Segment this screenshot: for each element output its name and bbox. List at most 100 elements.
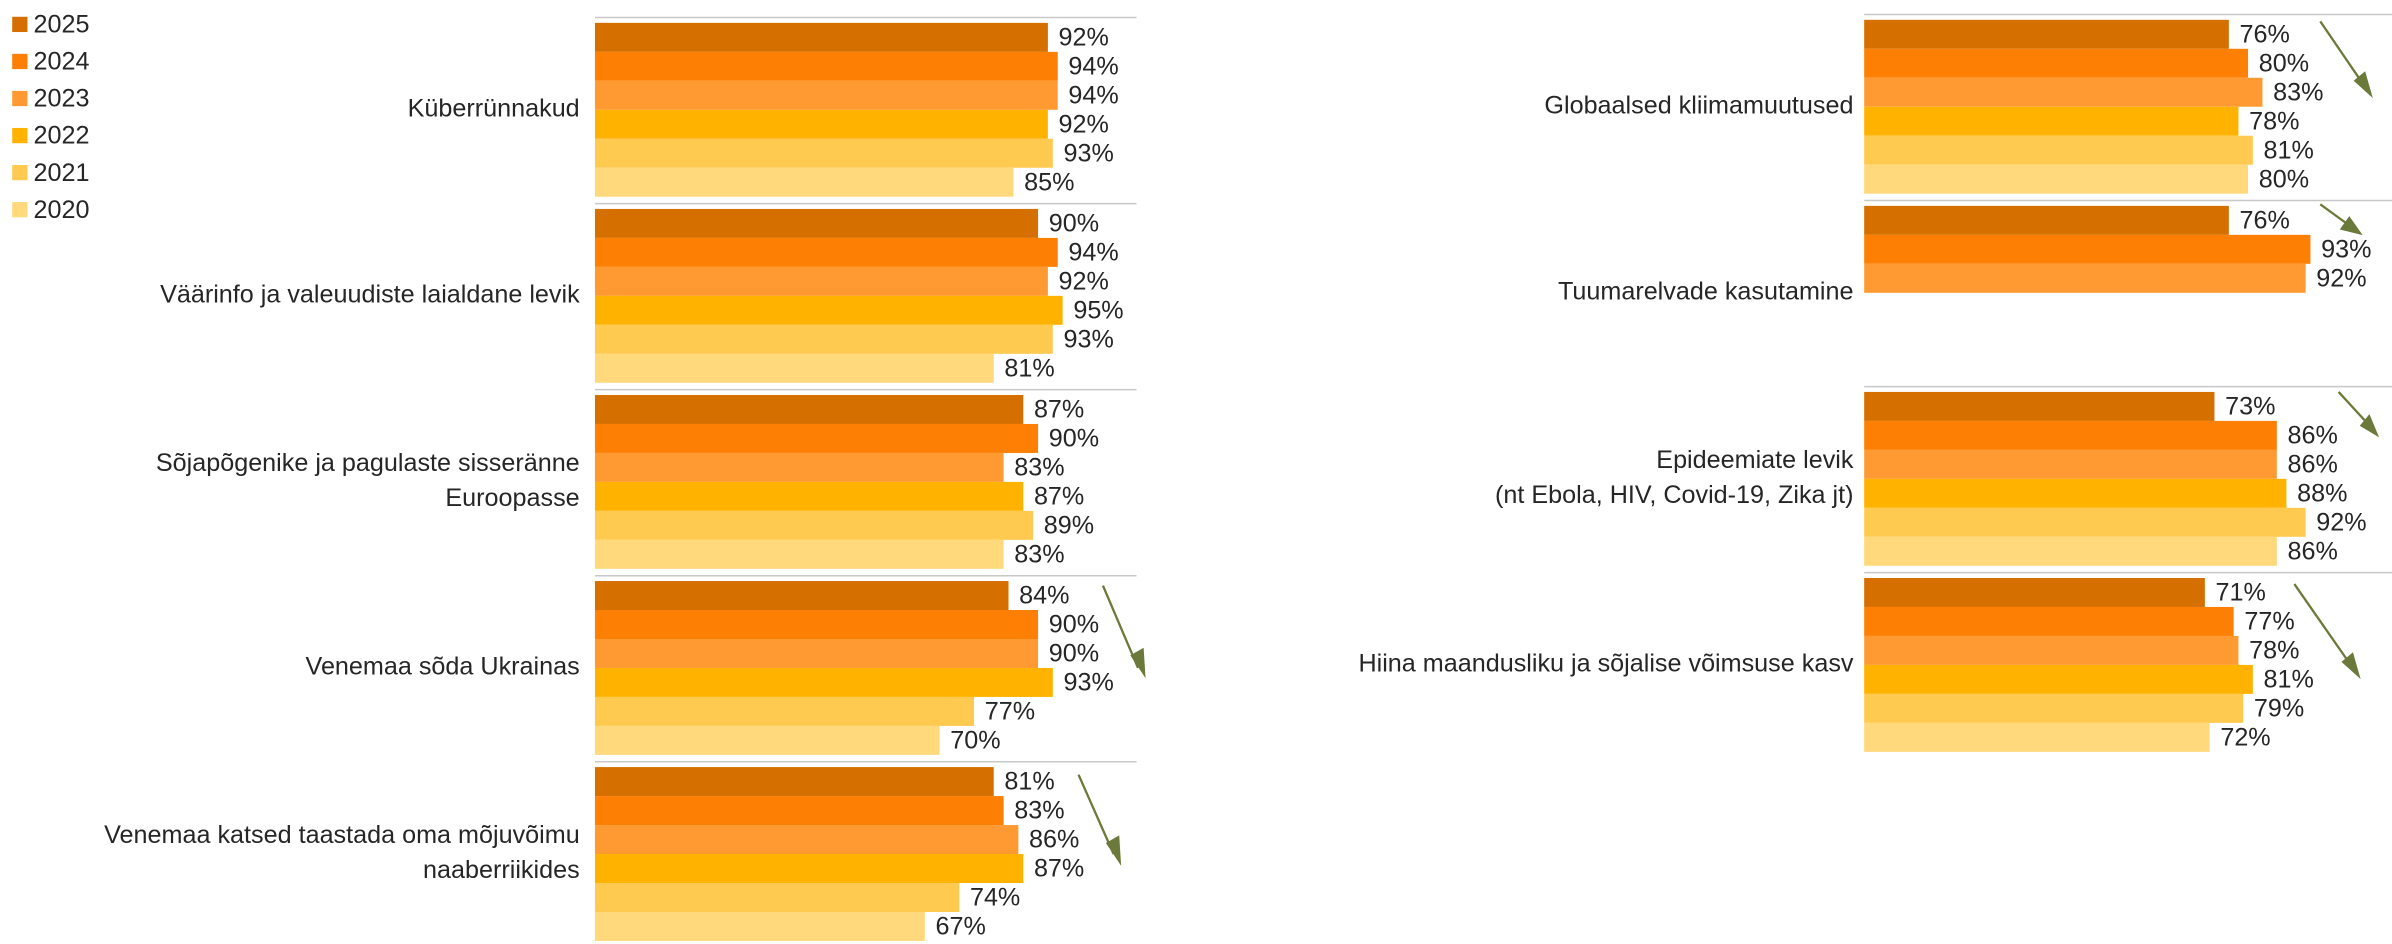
legend-label: 2020 xyxy=(34,196,90,224)
bar xyxy=(594,208,1039,238)
value-label: 93% xyxy=(1063,139,1113,167)
bar xyxy=(594,767,994,797)
bar xyxy=(594,638,1039,668)
bar xyxy=(594,22,1048,52)
bar xyxy=(1864,391,2215,421)
value-label: 87% xyxy=(1034,483,1084,511)
value-label: 76% xyxy=(2240,20,2290,48)
bar xyxy=(1864,164,2249,194)
value-label: 87% xyxy=(1034,396,1084,424)
value-label: 86% xyxy=(1029,826,1079,854)
value-label: 81% xyxy=(1004,768,1054,796)
value-label: 90% xyxy=(1049,425,1099,453)
category-label: Väärinfo ja valeuudiste laialdane levik xyxy=(160,281,580,309)
value-label: 93% xyxy=(1063,669,1113,697)
bar xyxy=(1864,135,2253,165)
category-label: Euroopasse xyxy=(445,484,579,512)
bar xyxy=(594,423,1039,453)
category-label: naaberriikides xyxy=(423,856,580,884)
bar xyxy=(594,510,1034,540)
bar xyxy=(594,80,1058,110)
bar xyxy=(594,452,1004,482)
bar xyxy=(1864,722,2210,752)
value-label: 83% xyxy=(1014,541,1064,569)
bar xyxy=(1864,449,2277,479)
bar xyxy=(594,138,1053,168)
category-label: Küberrünnakud xyxy=(408,94,580,122)
bar xyxy=(594,51,1058,81)
value-label: 89% xyxy=(1044,512,1094,540)
value-label: 72% xyxy=(2220,724,2270,752)
legend-swatch xyxy=(12,127,28,144)
category-label: Tuumarelvade kasutamine xyxy=(1558,277,1854,305)
value-label: 81% xyxy=(1004,354,1054,382)
bar xyxy=(1864,664,2253,694)
bar xyxy=(1864,635,2239,665)
bar xyxy=(594,481,1024,511)
bar xyxy=(1864,536,2277,566)
value-label: 92% xyxy=(1059,268,1109,296)
value-label: 86% xyxy=(2288,537,2338,565)
bar xyxy=(594,796,1004,826)
value-label: 93% xyxy=(2321,236,2371,264)
value-label: 80% xyxy=(2259,165,2309,193)
value-label: 92% xyxy=(1059,24,1109,52)
value-label: 94% xyxy=(1068,81,1118,109)
bar xyxy=(1864,263,2306,293)
bar xyxy=(594,882,960,912)
bar xyxy=(1864,693,2244,723)
value-label: 83% xyxy=(1014,454,1064,482)
value-label: 77% xyxy=(2244,608,2294,636)
value-label: 79% xyxy=(2254,695,2304,723)
bar xyxy=(594,353,994,383)
bar xyxy=(1864,478,2287,508)
bar xyxy=(594,109,1048,139)
legend-swatch xyxy=(12,16,28,33)
bar xyxy=(1864,77,2263,107)
category-label: Venemaa sõda Ukrainas xyxy=(306,653,580,681)
value-label: 93% xyxy=(1063,325,1113,353)
legend-swatch xyxy=(12,53,28,70)
value-label: 86% xyxy=(2288,451,2338,479)
value-label: 94% xyxy=(1068,239,1118,267)
bar xyxy=(1864,234,2311,264)
bar xyxy=(594,539,1004,569)
bar xyxy=(594,825,1019,855)
bar xyxy=(1864,48,2249,78)
value-label: 88% xyxy=(2297,480,2347,508)
value-label: 95% xyxy=(1073,297,1123,325)
value-label: 92% xyxy=(2316,264,2366,292)
value-label: 77% xyxy=(985,698,1035,726)
value-label: 81% xyxy=(2264,666,2314,694)
value-label: 76% xyxy=(2240,207,2290,235)
bar xyxy=(594,725,940,755)
value-label: 67% xyxy=(935,913,985,941)
value-label: 84% xyxy=(1019,582,1069,610)
bar xyxy=(594,295,1063,325)
bar xyxy=(594,324,1053,354)
legend-swatch xyxy=(12,202,28,218)
bar xyxy=(594,667,1053,697)
category-label: (nt Ebola, HIV, Covid-19, Zika jt) xyxy=(1495,481,1853,509)
value-label: 90% xyxy=(1049,210,1099,238)
bar xyxy=(1864,19,2229,49)
bar xyxy=(594,696,975,726)
bar xyxy=(1864,205,2229,235)
value-label: 83% xyxy=(2273,78,2323,106)
value-label: 92% xyxy=(1059,110,1109,138)
value-label: 73% xyxy=(2225,393,2275,421)
value-label: 94% xyxy=(1068,53,1118,81)
bar xyxy=(1864,606,2234,636)
bar xyxy=(594,167,1014,197)
value-label: 74% xyxy=(970,884,1020,912)
legend-label: 2023 xyxy=(34,85,90,113)
bar xyxy=(1864,507,2306,537)
bar xyxy=(1864,577,2205,607)
bar xyxy=(594,911,925,941)
legend-swatch xyxy=(12,90,28,107)
value-label: 87% xyxy=(1034,855,1084,883)
category-label: Globaalsed kliimamuutused xyxy=(1544,91,1853,119)
trend-arrows xyxy=(1077,20,2380,866)
value-label: 90% xyxy=(1049,611,1099,639)
